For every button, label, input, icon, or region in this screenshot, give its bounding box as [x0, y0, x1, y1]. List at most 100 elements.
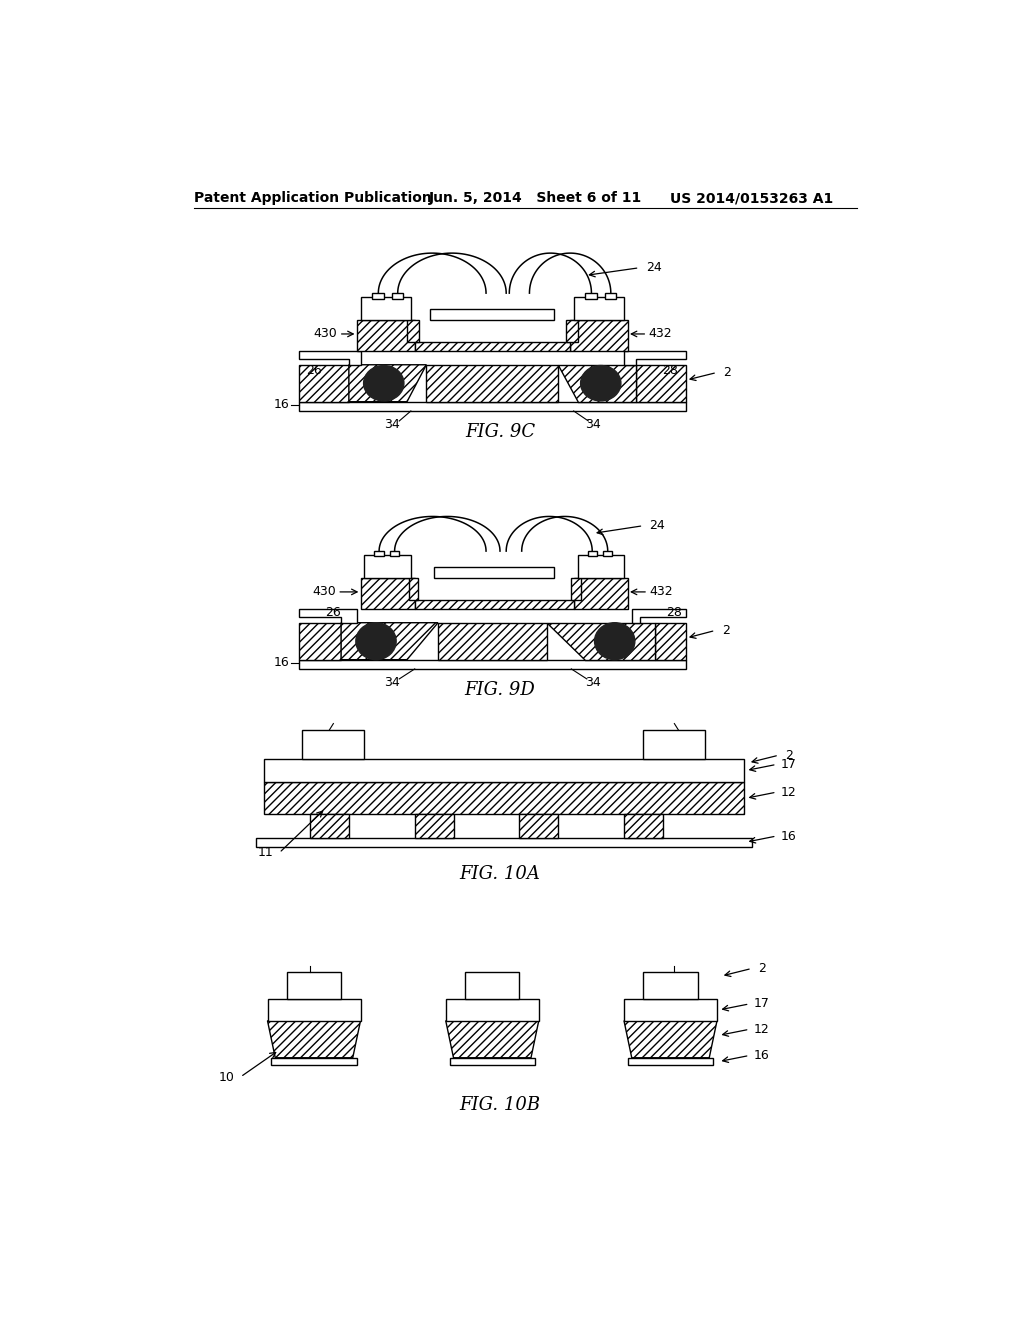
- Bar: [573, 297, 624, 321]
- Text: 24: 24: [646, 261, 662, 275]
- Bar: [409, 578, 418, 599]
- Bar: [569, 321, 628, 351]
- Bar: [566, 321, 578, 342]
- Ellipse shape: [364, 366, 403, 401]
- Text: 34: 34: [384, 417, 399, 430]
- Bar: [310, 814, 349, 838]
- Bar: [299, 660, 686, 669]
- Text: 2: 2: [722, 624, 729, 638]
- Bar: [586, 293, 597, 300]
- Bar: [263, 759, 744, 781]
- Text: 26: 26: [306, 363, 322, 376]
- Polygon shape: [445, 1020, 539, 1057]
- Text: 432: 432: [649, 327, 673, 341]
- Bar: [434, 566, 554, 578]
- Text: 16: 16: [273, 399, 289, 412]
- Text: 12: 12: [780, 785, 797, 799]
- Bar: [263, 781, 744, 814]
- Bar: [375, 552, 384, 557]
- Polygon shape: [299, 351, 360, 364]
- Ellipse shape: [595, 623, 635, 660]
- Text: 34: 34: [585, 676, 601, 689]
- Bar: [445, 999, 539, 1020]
- Bar: [299, 623, 341, 660]
- Polygon shape: [632, 609, 686, 623]
- Polygon shape: [349, 364, 426, 401]
- Text: Jun. 5, 2014   Sheet 6 of 11: Jun. 5, 2014 Sheet 6 of 11: [429, 191, 642, 206]
- Bar: [299, 364, 349, 401]
- Bar: [426, 364, 558, 401]
- Bar: [603, 552, 612, 557]
- Bar: [299, 401, 686, 411]
- Text: 432: 432: [649, 585, 673, 598]
- Polygon shape: [547, 623, 655, 660]
- Bar: [415, 342, 569, 351]
- Bar: [643, 730, 706, 759]
- Text: 16: 16: [273, 656, 289, 669]
- Text: 28: 28: [663, 363, 679, 376]
- Text: 17: 17: [754, 998, 769, 1010]
- Text: 430: 430: [313, 327, 337, 341]
- Text: FIG. 10A: FIG. 10A: [460, 865, 541, 883]
- Bar: [372, 293, 384, 300]
- Bar: [604, 293, 616, 300]
- Ellipse shape: [356, 623, 396, 660]
- Bar: [267, 999, 360, 1020]
- Bar: [415, 814, 454, 838]
- Bar: [430, 309, 554, 321]
- Bar: [438, 623, 547, 660]
- Bar: [450, 1057, 535, 1065]
- Bar: [415, 599, 573, 609]
- Text: 11: 11: [257, 846, 273, 859]
- Bar: [624, 999, 717, 1020]
- Polygon shape: [558, 364, 636, 401]
- Text: 10: 10: [218, 1071, 234, 1084]
- Polygon shape: [299, 609, 356, 623]
- Bar: [628, 1057, 713, 1065]
- Bar: [391, 293, 403, 300]
- Text: FIG. 9C: FIG. 9C: [465, 422, 536, 441]
- Text: US 2014/0153263 A1: US 2014/0153263 A1: [671, 191, 834, 206]
- Text: FIG. 10B: FIG. 10B: [460, 1097, 541, 1114]
- Bar: [360, 297, 411, 321]
- Bar: [365, 554, 411, 578]
- Text: 34: 34: [585, 417, 601, 430]
- Text: 430: 430: [312, 585, 336, 598]
- Text: 2: 2: [758, 962, 766, 975]
- Text: 12: 12: [754, 1023, 769, 1036]
- Bar: [302, 730, 365, 759]
- Bar: [624, 814, 663, 838]
- Bar: [271, 1057, 356, 1065]
- Text: 24: 24: [649, 519, 666, 532]
- Ellipse shape: [581, 366, 621, 401]
- Bar: [655, 623, 686, 660]
- Bar: [519, 814, 558, 838]
- Bar: [407, 321, 419, 342]
- Bar: [256, 838, 752, 847]
- Bar: [578, 554, 624, 578]
- Bar: [643, 973, 697, 999]
- Text: 26: 26: [326, 606, 341, 619]
- Text: 16: 16: [754, 1049, 769, 1063]
- Bar: [571, 578, 581, 599]
- Text: 2: 2: [785, 748, 793, 762]
- Polygon shape: [624, 351, 686, 364]
- Polygon shape: [624, 1020, 717, 1057]
- Bar: [573, 578, 628, 609]
- Text: 28: 28: [667, 606, 682, 619]
- Bar: [465, 973, 519, 999]
- Text: Patent Application Publication: Patent Application Publication: [194, 191, 432, 206]
- Bar: [360, 578, 415, 609]
- Bar: [390, 552, 399, 557]
- Bar: [636, 364, 686, 401]
- Text: 34: 34: [384, 676, 399, 689]
- Text: 2: 2: [723, 366, 731, 379]
- Bar: [588, 552, 597, 557]
- Text: 17: 17: [780, 758, 797, 771]
- Polygon shape: [341, 623, 438, 660]
- Bar: [356, 321, 415, 351]
- Text: FIG. 9D: FIG. 9D: [465, 681, 536, 698]
- Polygon shape: [267, 1020, 360, 1057]
- Bar: [287, 973, 341, 999]
- Text: 16: 16: [780, 829, 797, 842]
